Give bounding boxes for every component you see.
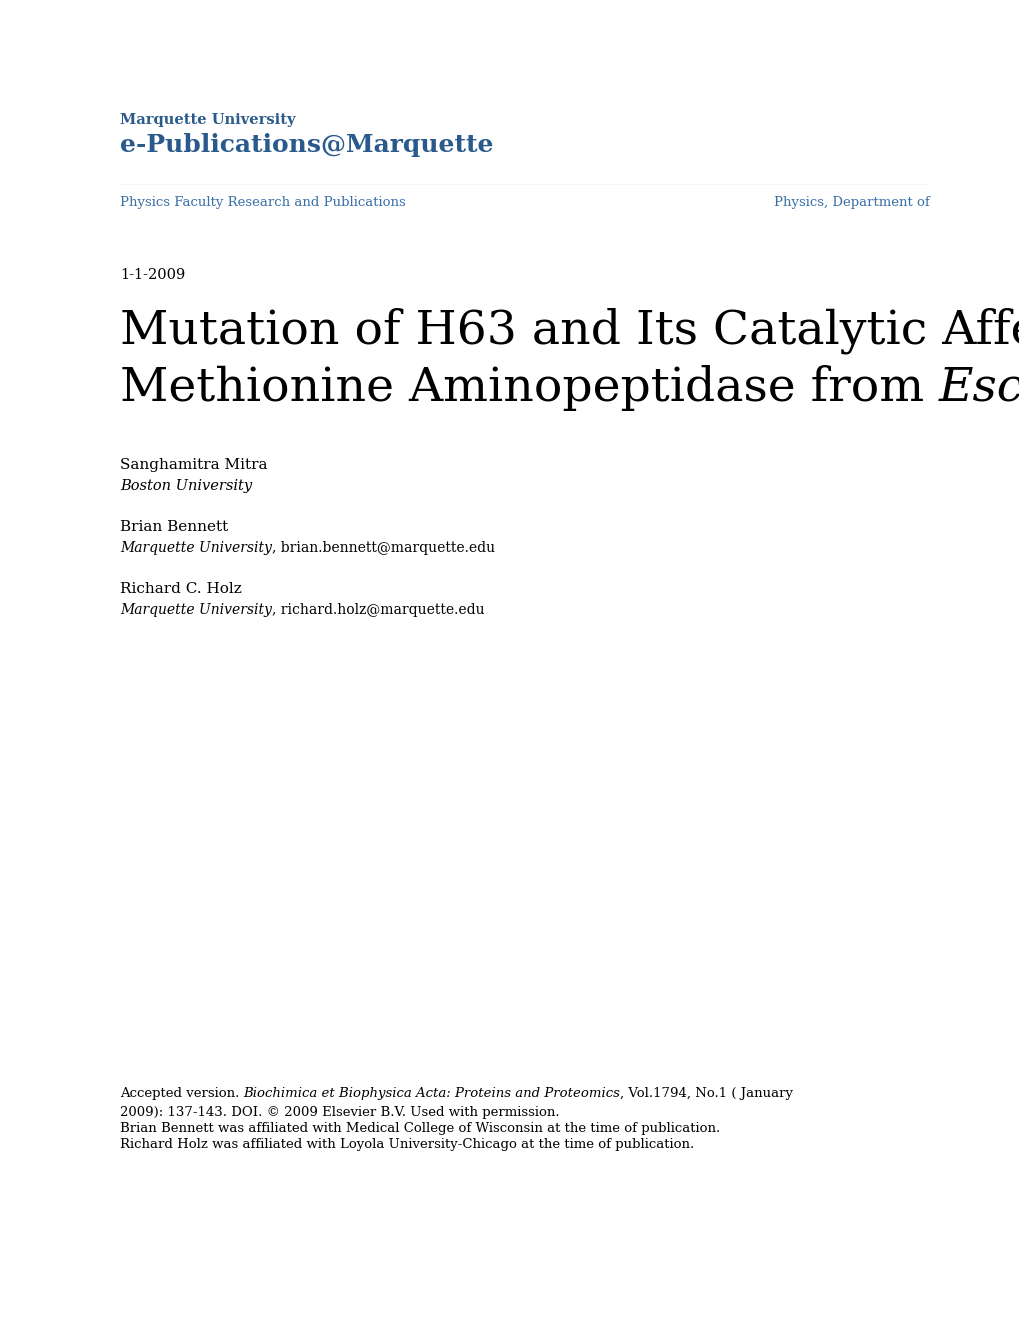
Text: Richard C. Holz: Richard C. Holz: [120, 582, 242, 597]
Text: Brian Bennett was affiliated with Medical College of Wisconsin at the time of pu: Brian Bennett was affiliated with Medica…: [120, 1122, 719, 1135]
Text: Accepted version.: Accepted version.: [120, 1086, 244, 1100]
Text: Biochimica et Biophysica Acta: Proteins and Proteomics: Biochimica et Biophysica Acta: Proteins …: [244, 1086, 620, 1100]
Text: 1-1-2009: 1-1-2009: [120, 268, 185, 282]
Text: Marquette University: Marquette University: [120, 603, 272, 616]
Text: Marquette University: Marquette University: [120, 114, 296, 127]
Text: Physics Faculty Research and Publications: Physics Faculty Research and Publication…: [120, 195, 406, 209]
Text: Marquette University: Marquette University: [120, 541, 272, 554]
Text: 2009): 137-143. DOI. © 2009 Elsevier B.V. Used with permission.: 2009): 137-143. DOI. © 2009 Elsevier B.V…: [120, 1106, 559, 1119]
Text: Boston University: Boston University: [120, 479, 252, 492]
Text: , richard.holz@marquette.edu: , richard.holz@marquette.edu: [272, 603, 484, 616]
Text: , Vol.1794, No.1 ( January: , Vol.1794, No.1 ( January: [620, 1086, 793, 1100]
Text: Methionine Aminopeptidase from: Methionine Aminopeptidase from: [120, 366, 938, 411]
Text: Physics, Department of: Physics, Department of: [773, 195, 929, 209]
Text: Richard Holz was affiliated with Loyola University-Chicago at the time of public: Richard Holz was affiliated with Loyola …: [120, 1138, 694, 1151]
Text: Sanghamitra Mitra: Sanghamitra Mitra: [120, 458, 267, 473]
Text: Mutation of H63 and Its Catalytic Affect on the: Mutation of H63 and Its Catalytic Affect…: [120, 308, 1019, 355]
Text: Brian Bennett: Brian Bennett: [120, 520, 228, 535]
Text: Escherichia coli: Escherichia coli: [938, 366, 1019, 411]
Text: , brian.bennett@marquette.edu: , brian.bennett@marquette.edu: [272, 541, 494, 554]
Text: e-Publications@Marquette: e-Publications@Marquette: [120, 133, 493, 157]
